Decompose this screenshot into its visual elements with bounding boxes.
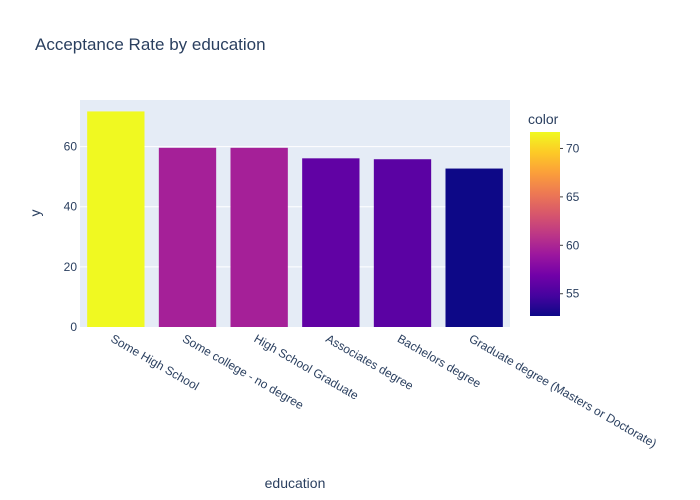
colorbar-tick-labels: 55 60 65 70 xyxy=(560,141,580,301)
bar xyxy=(158,147,217,327)
y-gridlines xyxy=(80,146,510,268)
bar xyxy=(230,147,288,327)
y-tick-label: 20 xyxy=(64,260,78,274)
bar xyxy=(373,159,432,327)
x-tick-label: Some college - no degree xyxy=(180,331,306,412)
colorbar-tick-label: 60 xyxy=(566,238,580,252)
y-tick-label: 0 xyxy=(70,320,77,334)
x-axis-title: education xyxy=(265,475,326,491)
plot-area xyxy=(80,100,510,327)
x-tick-label: Graduate degree (Masters or Doctorate) xyxy=(467,331,659,450)
chart-title: Acceptance Rate by education xyxy=(35,35,266,54)
colorbar-title: color xyxy=(528,111,559,127)
y-tick-label: 40 xyxy=(64,200,78,214)
bar xyxy=(445,168,503,327)
y-tick-labels: 0 20 40 60 xyxy=(64,140,78,334)
bars xyxy=(87,111,503,327)
colorbar xyxy=(530,132,560,316)
y-tick-label: 60 xyxy=(64,140,78,154)
colorbar-tick-label: 55 xyxy=(566,287,580,301)
bar xyxy=(302,158,360,327)
colorbar-tick-label: 70 xyxy=(566,141,580,155)
y-axis-title: y xyxy=(27,210,43,217)
bar xyxy=(87,111,145,327)
colorbar-tick-label: 65 xyxy=(566,190,580,204)
